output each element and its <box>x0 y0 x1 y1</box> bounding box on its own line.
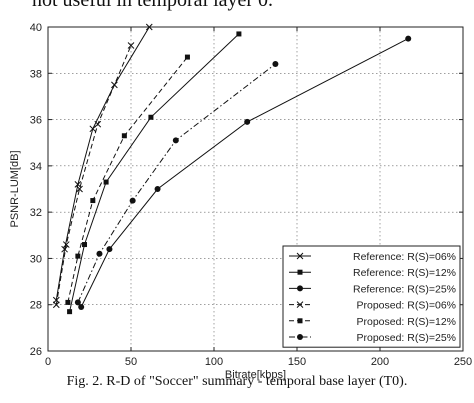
series-5 <box>65 54 190 305</box>
data-point <box>405 35 412 42</box>
legend-box <box>282 245 461 348</box>
data-point <box>75 253 81 259</box>
data-point <box>154 186 161 192</box>
data-point <box>244 118 251 125</box>
data-point <box>61 245 68 253</box>
data-point <box>52 301 60 309</box>
data-point <box>148 114 154 120</box>
legend-marker <box>296 301 304 308</box>
legend-marker <box>297 269 303 275</box>
data-point <box>96 250 103 257</box>
legend-marker <box>296 252 304 260</box>
data-point <box>94 120 102 128</box>
series-line <box>55 45 132 305</box>
data-point-stroke <box>61 245 68 253</box>
y-tick-label: 36 <box>30 115 42 127</box>
data-point <box>90 198 96 204</box>
figure-caption: Fig. 2. R-D of "Soccer" summary - tempor… <box>66 374 408 389</box>
series-4 <box>52 42 135 309</box>
y-tick-label: 26 <box>30 346 42 358</box>
y-tick-label: 30 <box>30 253 42 265</box>
x-tick-label: 0 <box>45 356 51 368</box>
preceding-text: not useful in temporal layer 0. <box>32 0 274 11</box>
data-point <box>67 309 73 315</box>
data-point-stroke <box>52 301 60 309</box>
series-3 <box>78 35 412 311</box>
x-axis-label: Bitrate[kbps] <box>225 369 286 381</box>
series-2 <box>67 31 242 315</box>
x-tick-label: 150 <box>288 356 306 368</box>
x-tick-label: 100 <box>205 356 223 368</box>
data-point <box>65 299 71 305</box>
legend-marker <box>297 318 303 324</box>
legend-marker-stroke <box>296 301 304 308</box>
data-point <box>236 31 242 37</box>
data-point-stroke <box>62 241 70 248</box>
data-point <box>103 179 109 185</box>
legend-entry: Proposed: R(S)=06% <box>356 300 456 312</box>
legend-marker-stroke <box>296 252 304 260</box>
series-6 <box>74 61 279 306</box>
data-point <box>78 304 85 311</box>
data-point <box>127 42 135 49</box>
legend: Reference: R(S)=06% Reference: R(S)=12% Re… <box>282 245 461 348</box>
plot-frame <box>47 26 464 352</box>
tick-layer: 0 50 100 150 200 250 26 28 30 32 34 36 38 40 <box>30 22 472 368</box>
series-line <box>55 26 150 301</box>
series-line <box>69 33 240 312</box>
data-point-stroke <box>76 185 83 193</box>
data-point <box>272 61 279 68</box>
y-tick-label: 32 <box>30 207 42 219</box>
y-tick-label: 28 <box>30 300 42 312</box>
data-point-stroke <box>94 120 102 128</box>
data-point-stroke <box>127 42 135 49</box>
legend-entry: Reference: R(S)=12% <box>353 267 456 279</box>
y-tick-label: 38 <box>30 68 42 80</box>
data-point <box>62 241 70 248</box>
y-tick-label: 40 <box>30 22 42 34</box>
data-point <box>184 54 190 60</box>
x-tick-label: 250 <box>454 356 472 368</box>
y-axis-label: PSNR-LUM[dB] <box>9 150 21 227</box>
series-1 <box>52 23 153 304</box>
data-point <box>74 299 81 306</box>
legend-entry: Reference: R(S)=06% <box>353 251 456 263</box>
legend-entry: Proposed: R(S)=25% <box>356 332 456 344</box>
legend-marker <box>297 334 303 340</box>
data-point <box>106 246 113 253</box>
x-tick-label: 200 <box>371 356 389 368</box>
data-point <box>129 197 136 204</box>
data-point <box>76 185 83 193</box>
x-tick-label: 50 <box>125 356 137 368</box>
data-point-stroke <box>74 181 82 188</box>
legend-marker <box>297 285 303 292</box>
y-tick-label: 34 <box>30 161 42 173</box>
data-point <box>172 137 179 144</box>
data-point <box>121 133 127 139</box>
data-point <box>82 242 88 248</box>
legend-entry: Reference: R(S)=25% <box>353 283 456 295</box>
series-layer <box>52 23 412 315</box>
legend-entry: Proposed: R(S)=12% <box>356 316 456 328</box>
